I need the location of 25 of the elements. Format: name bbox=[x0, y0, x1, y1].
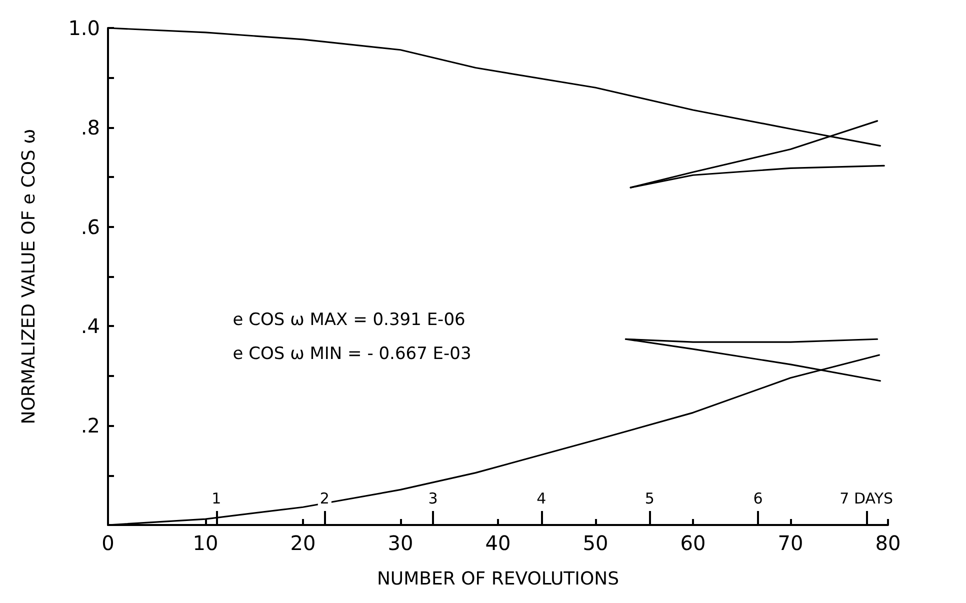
x-axis-title: NUMBER OF REVOLUTIONS bbox=[376, 568, 620, 590]
y-tick-label: .2 bbox=[80, 414, 100, 438]
x2-tick-label: 7 DAYS bbox=[840, 490, 894, 508]
x-tick-label: 30 bbox=[388, 531, 414, 555]
x2-tick-label: 5 bbox=[644, 490, 654, 508]
x2-tick-label: 1 bbox=[212, 490, 222, 508]
x-tick-label: 70 bbox=[778, 531, 804, 555]
x2-tick-label: 4 bbox=[536, 490, 546, 508]
x-tick-label: 50 bbox=[582, 531, 608, 555]
x-tick-label: 60 bbox=[680, 531, 706, 555]
x-tick-label: 80 bbox=[875, 531, 901, 555]
y-axis-title: NORMALIZED VALUE OF e COS ω bbox=[18, 128, 40, 424]
x2-tick-label: 6 bbox=[753, 490, 763, 508]
annotation: e COS ω MIN = - 0.667 E-03 bbox=[232, 344, 472, 364]
x2-tick-label: 3 bbox=[428, 490, 438, 508]
x2-tick-label: 2 bbox=[320, 490, 330, 508]
annotation: e COS ω MAX = 0.391 E-06 bbox=[232, 310, 466, 330]
y-tick-label: 1.0 bbox=[68, 16, 100, 40]
y-tick-label: .8 bbox=[80, 115, 100, 140]
y-tick-label: .4 bbox=[80, 314, 100, 338]
x-tick-label: 20 bbox=[290, 531, 316, 555]
x-tick-label: 0 bbox=[102, 531, 114, 555]
y-tick-label: .6 bbox=[80, 214, 100, 239]
x-tick-label: 40 bbox=[485, 531, 511, 555]
x-tick-label: 10 bbox=[192, 531, 218, 555]
